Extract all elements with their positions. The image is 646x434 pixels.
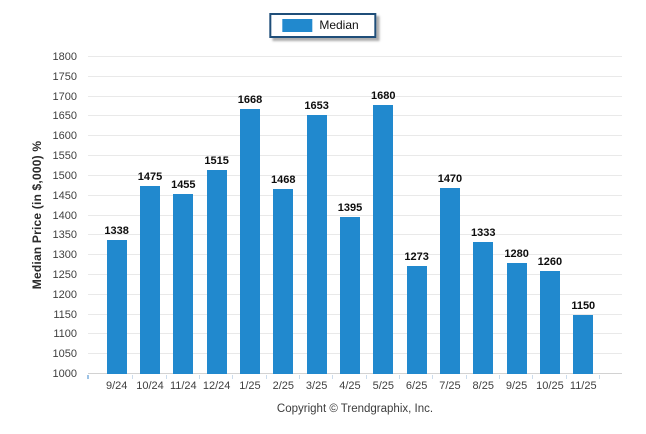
x-tick-label: 7/25 bbox=[439, 380, 461, 392]
bar-value-label: 1668 bbox=[237, 94, 263, 107]
bar bbox=[106, 240, 127, 374]
bar-value-label: 1280 bbox=[504, 248, 529, 261]
x-tick-label: 1/25 bbox=[239, 380, 261, 392]
bar-value-label: 1680 bbox=[371, 89, 396, 102]
bar bbox=[306, 115, 327, 374]
bar bbox=[173, 193, 194, 374]
gridline bbox=[88, 155, 622, 157]
plot-area: 1338 9/24 1475 10/24 1455 11/24 1515 12/24 1668 1… bbox=[87, 56, 622, 392]
bar-slot: 1515 12/24 bbox=[200, 57, 234, 392]
y-tick-label: 1500 bbox=[52, 169, 77, 182]
x-tick-label: 6/25 bbox=[405, 380, 428, 392]
bar-value-label: 1395 bbox=[337, 202, 363, 215]
y-tick-label: 1650 bbox=[52, 110, 77, 123]
y-tick-label: 1400 bbox=[52, 209, 77, 222]
gridline bbox=[88, 214, 622, 216]
bar bbox=[506, 263, 527, 374]
bar-slot: 1455 11/24 bbox=[167, 57, 201, 392]
bar-slot: 1280 9/25 bbox=[500, 57, 534, 392]
bar-value-label: 1273 bbox=[404, 250, 429, 263]
y-tick-label: 1100 bbox=[53, 328, 77, 341]
gridline bbox=[88, 95, 622, 97]
y-tick-label: 1450 bbox=[52, 189, 77, 202]
y-tick-label: 1350 bbox=[52, 229, 77, 242]
bar-value-label: 1338 bbox=[104, 225, 129, 238]
bar-slot: 1680 5/25 bbox=[367, 57, 401, 392]
x-tick-label: 8/25 bbox=[472, 380, 494, 392]
x-tick-label: 3/25 bbox=[305, 380, 328, 392]
bar-slot: 1395 4/25 bbox=[333, 57, 367, 392]
bar bbox=[139, 185, 160, 374]
x-tick-label: 11/24 bbox=[169, 380, 197, 392]
y-tick-label: 1000 bbox=[52, 368, 77, 380]
y-tick-label: 1150 bbox=[53, 308, 77, 321]
bar-value-label: 1653 bbox=[304, 100, 329, 113]
bar bbox=[239, 109, 260, 374]
x-tick-label: 10/25 bbox=[536, 380, 564, 392]
bar-value-label: 1470 bbox=[437, 172, 463, 185]
y-tick-label: 1700 bbox=[52, 90, 77, 103]
x-tick-label: 11/25 bbox=[569, 380, 597, 392]
x-tick-label: 4/25 bbox=[339, 380, 361, 392]
bar bbox=[573, 314, 594, 374]
bar-value-label: 1150 bbox=[571, 299, 596, 312]
bar-slot: 1333 8/25 bbox=[467, 57, 501, 392]
bar bbox=[373, 104, 394, 374]
bar-slot: 1668 1/25 bbox=[233, 57, 267, 392]
bar-slot: 1260 10/25 bbox=[533, 57, 567, 392]
x-tick-label: 9/24 bbox=[105, 380, 128, 392]
bar-slot: 1338 9/24 bbox=[100, 57, 134, 392]
bar bbox=[273, 188, 294, 374]
y-tick-label: 1050 bbox=[52, 348, 77, 361]
bar-value-label: 1455 bbox=[171, 178, 196, 191]
y-tick-label: 1250 bbox=[52, 268, 77, 281]
bar bbox=[439, 187, 460, 374]
x-tick-label: 10/24 bbox=[136, 380, 164, 392]
bar bbox=[406, 265, 427, 374]
bar-slot: 1653 3/25 bbox=[300, 57, 334, 392]
bar bbox=[339, 217, 360, 374]
gridline bbox=[88, 135, 622, 137]
y-tick-label: 1750 bbox=[52, 70, 77, 83]
y-tick-label: 1550 bbox=[52, 150, 77, 163]
bar-row: 1338 9/24 1475 10/24 1455 11/24 1515 12/24 1668 1… bbox=[100, 57, 601, 392]
bar-slot: 1475 10/24 bbox=[133, 57, 167, 392]
x-tick-label: 9/25 bbox=[505, 380, 528, 392]
gridline bbox=[88, 194, 622, 196]
bar bbox=[539, 270, 560, 374]
bar-value-label: 1333 bbox=[471, 227, 496, 240]
bar-value-label: 1475 bbox=[137, 170, 163, 183]
bar-slot: 1468 2/25 bbox=[267, 57, 301, 392]
legend-swatch-median bbox=[282, 19, 313, 32]
bar-slot: 1273 6/25 bbox=[400, 57, 434, 392]
gridline bbox=[88, 115, 622, 117]
gridline bbox=[88, 56, 622, 57]
bar-value-label: 1515 bbox=[204, 154, 229, 167]
legend: Median bbox=[269, 13, 377, 38]
bar-slot: 1150 11/25 bbox=[567, 57, 601, 392]
bar bbox=[206, 169, 227, 374]
bar-value-label: 1468 bbox=[271, 173, 296, 186]
bar bbox=[473, 242, 494, 374]
gridline bbox=[88, 75, 622, 77]
bar-slot: 1470 7/25 bbox=[433, 57, 467, 392]
legend-label-median: Median bbox=[319, 18, 359, 32]
gridline bbox=[88, 174, 622, 176]
y-tick-label: 1800 bbox=[52, 51, 77, 63]
x-tick-label: 2/25 bbox=[272, 380, 295, 392]
y-axis-tick-labels: 1000 1050 1100 1150 1200 1250 1300 1350 1400 1450… bbox=[0, 51, 80, 380]
bar-value-label: 1260 bbox=[537, 255, 563, 268]
x-tick-label: 12/24 bbox=[202, 380, 231, 392]
y-tick-label: 1600 bbox=[52, 130, 77, 143]
copyright-text: Copyright © Trendgraphix, Inc. bbox=[276, 403, 434, 415]
x-tick-label: 5/25 bbox=[372, 380, 394, 392]
y-tick-label: 1300 bbox=[52, 249, 77, 262]
y-tick-label: 1200 bbox=[52, 288, 77, 301]
